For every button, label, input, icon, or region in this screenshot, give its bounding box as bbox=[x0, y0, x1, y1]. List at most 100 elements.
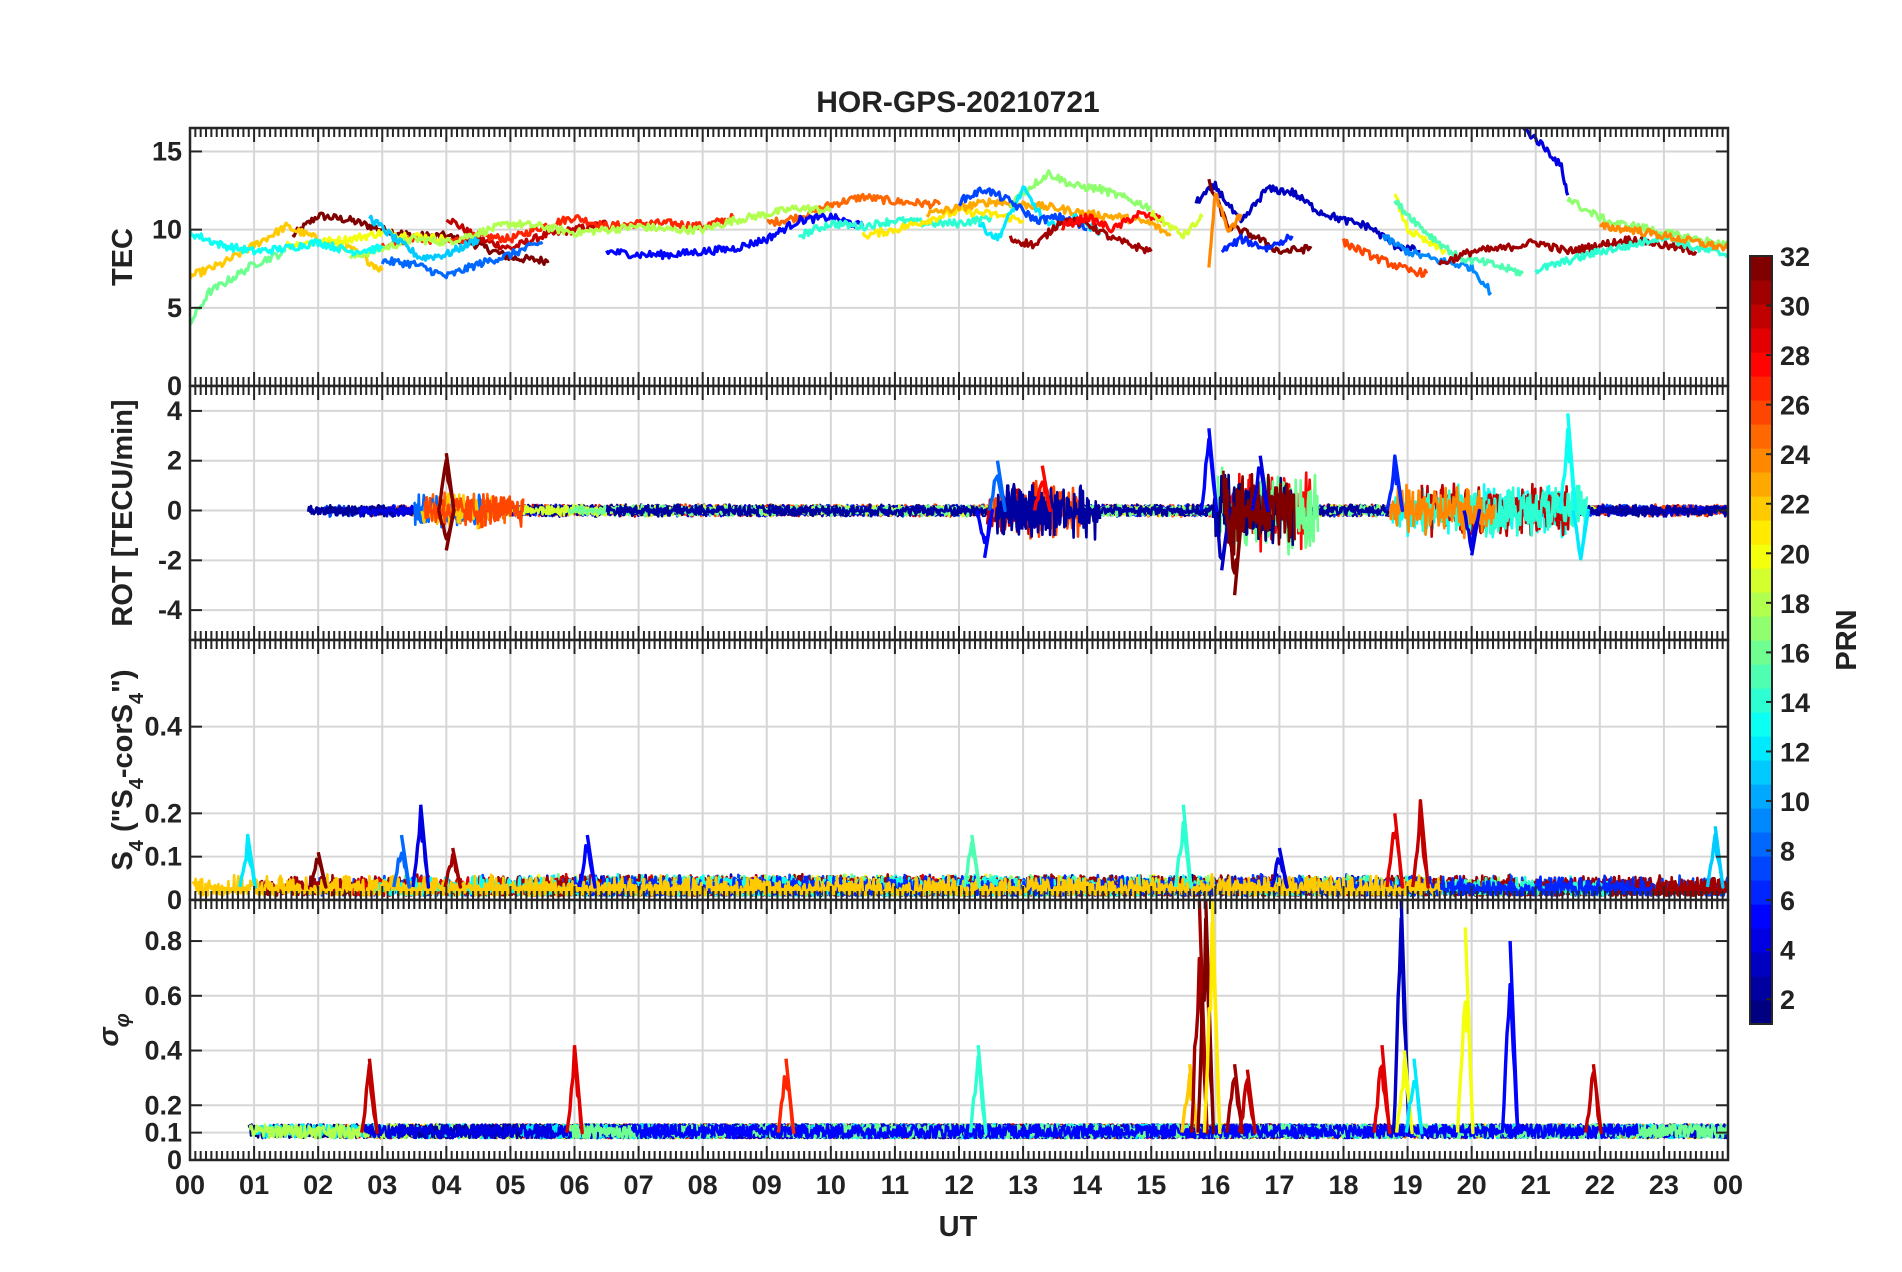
tec-series-prn-19 bbox=[1149, 209, 1204, 240]
colorbar-segment bbox=[1750, 880, 1772, 905]
sigma-spike bbox=[1395, 1050, 1414, 1135]
tec-series-prn-5 bbox=[605, 212, 865, 261]
s4-ytick-label: 0.2 bbox=[144, 798, 182, 828]
colorbar-tick-label: 22 bbox=[1780, 490, 1810, 520]
rot-spike bbox=[436, 508, 456, 551]
sigma-ytick-label: 0.1 bbox=[144, 1118, 182, 1148]
colorbar-segment bbox=[1750, 328, 1772, 353]
rot-spike bbox=[436, 452, 456, 513]
sigma-minor-ticks bbox=[189, 900, 1729, 1160]
sigma-noise-trace bbox=[630, 1123, 1639, 1140]
x-tick-label: 02 bbox=[303, 1170, 333, 1200]
colorbar-tick-label: 26 bbox=[1780, 391, 1810, 421]
sigma-spike bbox=[776, 1058, 796, 1135]
sigma-spike bbox=[1584, 1064, 1603, 1135]
tec-ytick-label: 0 bbox=[167, 371, 182, 401]
tec-ytick-label: 15 bbox=[152, 136, 182, 166]
rot-ytick-label: -2 bbox=[158, 545, 182, 575]
colorbar-segment bbox=[1750, 808, 1772, 833]
sigma-ytick-label: 0.4 bbox=[144, 1036, 182, 1066]
rot-spike bbox=[975, 508, 994, 559]
colorbar-segment bbox=[1750, 400, 1772, 425]
panel-tec: 0 5 10 15 TEC bbox=[107, 126, 1730, 401]
sigma-spike bbox=[1238, 1069, 1257, 1135]
colorbar-tick-label: 30 bbox=[1780, 292, 1810, 322]
rot-spike bbox=[1558, 413, 1578, 513]
colorbar-segment bbox=[1750, 496, 1772, 521]
colorbar-segment bbox=[1750, 352, 1772, 377]
colorbar: 32 30 28 26 24 22 20 18 16 14 12 10 8 6 4 2 PRN bbox=[1749, 242, 1863, 1025]
x-tick-label: 22 bbox=[1585, 1170, 1615, 1200]
x-tick-label: 16 bbox=[1200, 1170, 1230, 1200]
tec-ytick-label: 10 bbox=[152, 215, 182, 245]
sigma-spike bbox=[968, 1044, 988, 1135]
sigma-spike bbox=[1404, 1058, 1424, 1135]
x-tick-label: 00 bbox=[1713, 1170, 1743, 1200]
x-tick-label: 11 bbox=[881, 1170, 910, 1200]
s4-minor-ticks bbox=[189, 640, 1729, 900]
tec-ylabel: TEC bbox=[107, 228, 139, 286]
s4-spike bbox=[577, 834, 597, 889]
x-tick-label: 04 bbox=[431, 1170, 461, 1200]
x-axis-label: UT bbox=[939, 1211, 978, 1243]
s4-spike bbox=[392, 834, 411, 889]
colorbar-segment bbox=[1750, 928, 1772, 953]
colorbar-segment bbox=[1750, 280, 1772, 305]
sigma-ylabel: σφ bbox=[93, 1013, 134, 1046]
s4-data bbox=[191, 799, 1728, 897]
sigma-data bbox=[247, 900, 1728, 1140]
colorbar-segment bbox=[1750, 784, 1772, 809]
x-tick-label: 00 bbox=[175, 1170, 205, 1200]
tec-series-prn-24 bbox=[1207, 192, 1243, 268]
sigma-spike bbox=[360, 1058, 379, 1135]
rot-ytick-label: 2 bbox=[167, 446, 182, 476]
x-tick-label: 14 bbox=[1072, 1170, 1102, 1200]
sigma-ytick-label: 0.6 bbox=[144, 981, 182, 1011]
s4-grid bbox=[189, 640, 1729, 901]
colorbar-segment bbox=[1750, 472, 1772, 497]
sigma-spike bbox=[1180, 1064, 1200, 1135]
tec-series-prn-25 bbox=[766, 192, 942, 227]
s4-spike bbox=[1270, 847, 1289, 889]
tec-series-prn-24 bbox=[1598, 221, 1728, 252]
rot-data bbox=[306, 413, 1728, 596]
sigma-spike bbox=[1372, 1044, 1392, 1135]
s4-spike bbox=[1385, 813, 1405, 889]
rot-noise-trace bbox=[1388, 483, 1496, 540]
x-tick-label: 01 bbox=[239, 1170, 269, 1200]
tec-series-prn-28 bbox=[1060, 209, 1166, 234]
sigma-ytick-label: 0.8 bbox=[144, 926, 182, 956]
rot-ytick-label: 4 bbox=[167, 396, 182, 426]
colorbar-tick-label: 18 bbox=[1780, 589, 1810, 619]
s4-ytick-label: 0 bbox=[167, 885, 182, 915]
colorbar-segment bbox=[1750, 592, 1772, 617]
colorbar-segment bbox=[1750, 712, 1772, 737]
colorbar-tick-label: 32 bbox=[1780, 242, 1810, 272]
s4-noise-trace bbox=[191, 872, 1443, 897]
tec-series-prn-17 bbox=[1008, 169, 1152, 212]
x-tick-label: 21 bbox=[1521, 1170, 1551, 1200]
colorbar-tick-label: 6 bbox=[1780, 886, 1795, 916]
tec-series-prn-31 bbox=[1438, 235, 1698, 266]
rot-spike bbox=[1571, 508, 1590, 561]
chart-title: HOR-GPS-20210721 bbox=[816, 86, 1099, 119]
colorbar-tick-label: 16 bbox=[1780, 638, 1810, 668]
colorbar-segment bbox=[1750, 736, 1772, 761]
s4-spike bbox=[443, 847, 463, 889]
x-tick-label: 23 bbox=[1649, 1170, 1679, 1200]
colorbar-segment bbox=[1750, 304, 1772, 329]
colorbar-segment bbox=[1750, 256, 1772, 281]
rot-noise-trace bbox=[1222, 470, 1296, 556]
tec-series-prn-14 bbox=[1534, 232, 1728, 275]
s4-ytick-label: 0.1 bbox=[144, 842, 182, 872]
sigma-spike bbox=[1455, 927, 1475, 1135]
s4-spike bbox=[1705, 826, 1725, 889]
tec-series-prn-21 bbox=[861, 205, 1025, 240]
colorbar-frame bbox=[1749, 255, 1773, 1025]
x-tick-label: 07 bbox=[624, 1170, 654, 1200]
panel-s4: 0 0.1 0.2 0.4S4 ("S4-corS4") bbox=[107, 638, 1730, 915]
colorbar-tick-label: 10 bbox=[1780, 787, 1810, 817]
colorbar-tick-label: 8 bbox=[1780, 837, 1795, 867]
x-tick-label: 17 bbox=[1264, 1170, 1294, 1200]
